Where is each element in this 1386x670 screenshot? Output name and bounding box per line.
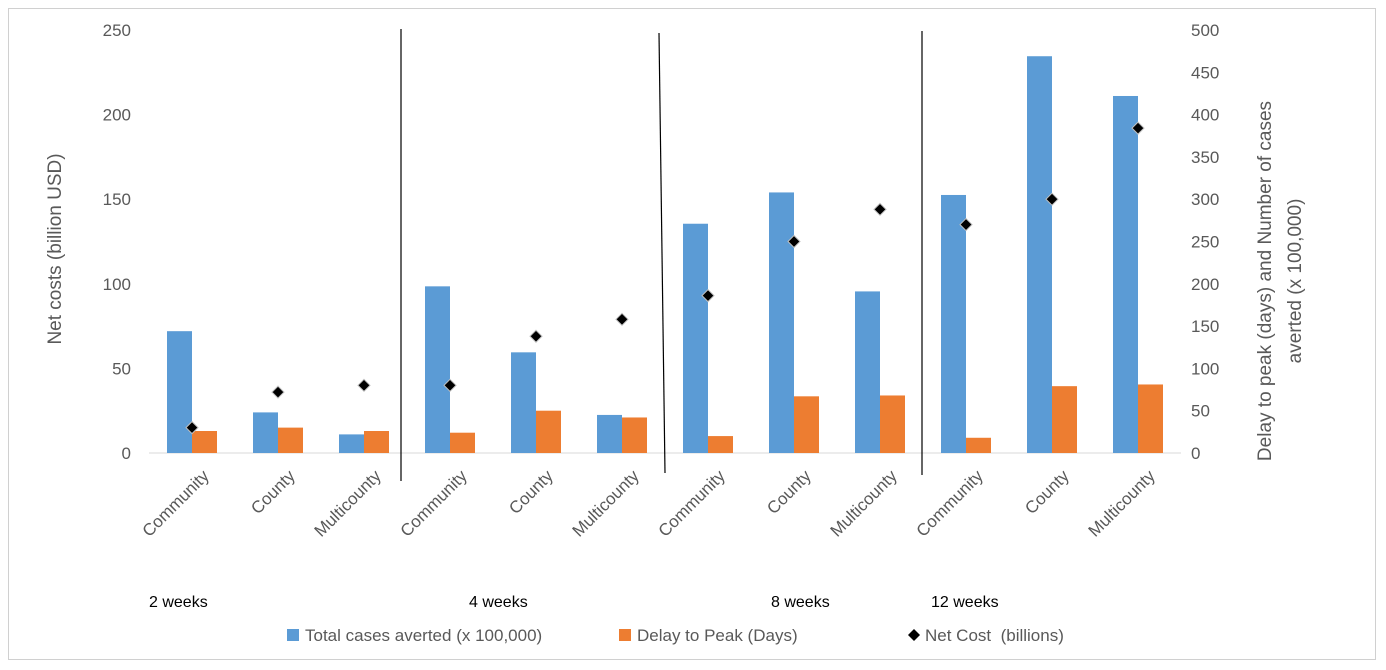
- right-tick-label: 0: [1191, 444, 1200, 463]
- legend-marker-diamond-icon: [908, 629, 920, 641]
- group-label: 8 weeks: [771, 594, 830, 611]
- left-tick-label: 50: [112, 359, 131, 378]
- bar-cases-averted: [253, 412, 278, 453]
- bar-cases-averted: [511, 352, 536, 453]
- net-cost-marker: [1131, 121, 1145, 135]
- group-label: 12 weeks: [931, 594, 999, 611]
- category-label: Multicounty: [569, 466, 644, 541]
- left-tick-label: 200: [103, 106, 131, 125]
- category-label: County: [505, 466, 557, 518]
- right-tick-label: 200: [1191, 275, 1219, 294]
- right-tick-label: 450: [1191, 63, 1219, 82]
- bar-cases-averted: [425, 286, 450, 453]
- bar-cases-averted: [683, 223, 708, 453]
- net-cost-marker: [615, 312, 629, 327]
- right-tick-label: 250: [1191, 233, 1219, 252]
- category-label: Community: [397, 466, 472, 541]
- legend: Total cases averted (x 100,000) Delay to…: [287, 626, 1064, 645]
- legend-label-delay: Delay to Peak (Days): [637, 626, 798, 645]
- net-cost-marker: [185, 420, 199, 435]
- bar-delay-to-peak: [794, 396, 819, 453]
- right-tick-label: 350: [1191, 148, 1219, 167]
- bar-cases-averted: [597, 414, 622, 453]
- net-cost-marker: [701, 288, 715, 303]
- right-tick-label: 300: [1191, 190, 1219, 209]
- category-label: Multicounty: [1085, 466, 1160, 541]
- category-label: Community: [913, 466, 988, 541]
- net-cost-marker: [873, 202, 887, 217]
- bar-cases-averted: [769, 192, 794, 453]
- right-tick-label: 50: [1191, 402, 1210, 421]
- left-axis-title: Net costs (billion USD): [45, 153, 66, 344]
- right-tick-label: 400: [1191, 106, 1219, 125]
- right-axis-title-line1: Delay to peak (days) and Number of cases: [1255, 101, 1276, 461]
- net-cost-marker: [443, 378, 457, 393]
- right-tick-label: 100: [1191, 359, 1219, 378]
- chart-frame: 0 50 100 150 200 250 0 50 100 150 200 250 300 350 400 4…: [8, 8, 1376, 660]
- bar-delay-to-peak: [622, 417, 647, 453]
- bar-delay-to-peak: [966, 437, 991, 453]
- legend-label-cases: Total cases averted (x 100,000): [305, 626, 542, 645]
- chart-canvas: 0 50 100 150 200 250 0 50 100 150 200 250 300 350 400 4…: [45, 21, 1306, 645]
- bar-cases-averted: [339, 434, 364, 453]
- bars: [167, 56, 1163, 453]
- bar-delay-to-peak: [364, 431, 389, 453]
- bar-cases-averted: [941, 194, 966, 453]
- category-label: Community: [655, 466, 730, 541]
- category-label: County: [1021, 466, 1073, 518]
- bar-delay-to-peak: [1138, 384, 1163, 453]
- left-tick-label: 250: [103, 21, 131, 40]
- group-separators: [400, 29, 923, 481]
- bar-delay-to-peak: [708, 436, 733, 453]
- bar-delay-to-peak: [1052, 386, 1077, 453]
- bar-cases-averted: [167, 331, 192, 453]
- left-tick-label: 150: [103, 190, 131, 209]
- net-cost-marker: [529, 329, 543, 343]
- category-label: Multicounty: [311, 466, 386, 541]
- left-tick-label: 100: [103, 275, 131, 294]
- right-tick-label: 500: [1191, 21, 1219, 40]
- bar-cases-averted: [855, 291, 880, 453]
- category-label: County: [763, 466, 815, 518]
- net-cost-marker: [959, 217, 973, 232]
- right-axis-title-line2: averted (x 100,000): [1285, 199, 1306, 364]
- bar-delay-to-peak: [192, 431, 217, 453]
- net-cost-marker: [357, 378, 371, 393]
- group-label: 2 weeks: [149, 594, 208, 611]
- group-labels: 2 weeks 4 weeks 8 weeks 12 weeks: [149, 594, 999, 611]
- category-labels: Community County Multicounty Community Count…: [139, 466, 1160, 541]
- legend-label-netcost: Net Cost (billions): [925, 626, 1064, 645]
- category-label: County: [247, 466, 299, 518]
- axis-ticks: 0 50 100 150 200 250 0 50 100 150 200 250 300 350 400 4…: [103, 21, 1220, 463]
- bar-delay-to-peak: [880, 395, 905, 453]
- category-label: Community: [139, 466, 214, 541]
- legend-swatch-delay: [619, 629, 631, 641]
- bar-delay-to-peak: [536, 410, 561, 453]
- net-cost-marker: [1045, 192, 1059, 206]
- legend-swatch-cases: [287, 629, 299, 641]
- net-cost-marker: [787, 234, 801, 249]
- left-tick-label: 0: [122, 444, 131, 463]
- bar-delay-to-peak: [278, 427, 303, 453]
- bar-cases-averted: [1113, 95, 1138, 453]
- bar-delay-to-peak: [450, 432, 475, 453]
- net-cost-markers: [185, 121, 1145, 435]
- bar-cases-averted: [1027, 56, 1052, 453]
- group-separator-line: [658, 32, 666, 474]
- right-tick-label: 150: [1191, 317, 1219, 336]
- group-label: 4 weeks: [469, 594, 528, 611]
- category-label: Multicounty: [827, 466, 902, 541]
- net-cost-marker: [271, 385, 285, 399]
